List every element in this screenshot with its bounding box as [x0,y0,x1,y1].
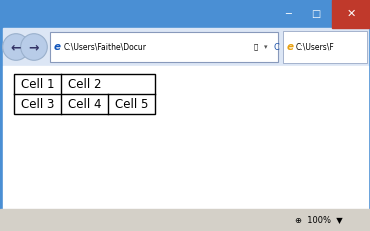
Bar [3,66,368,209]
Bar [283,31,367,63]
Text: C:\Users\F: C:\Users\F [296,43,335,52]
Text: □: □ [312,9,321,19]
Bar [50,32,278,62]
Text: e: e [54,42,61,52]
Bar [0,0,370,28]
Text: Cell 3: Cell 3 [21,97,54,110]
Text: Cell 2: Cell 2 [68,77,101,91]
Text: ─: ─ [285,9,291,19]
Text: →: → [29,41,39,54]
Text: C: C [274,43,280,52]
Bar [332,0,370,28]
Circle shape [21,34,47,60]
Text: C:\Users\Faithe\Docur: C:\Users\Faithe\Docur [64,43,147,52]
Text: ←: ← [11,41,21,54]
Circle shape [3,34,29,60]
Text: ⊕  100%  ▼: ⊕ 100% ▼ [295,216,343,225]
Bar [14,74,155,114]
Text: ▾: ▾ [264,44,268,50]
Text: Cell 1: Cell 1 [21,77,54,91]
Text: e: e [287,42,294,52]
Text: 🔍: 🔍 [254,44,258,50]
Bar [0,209,370,231]
Bar [3,28,368,66]
Text: Cell 4: Cell 4 [68,97,101,110]
Text: ✕: ✕ [346,9,356,19]
Text: Cell 5: Cell 5 [115,97,148,110]
